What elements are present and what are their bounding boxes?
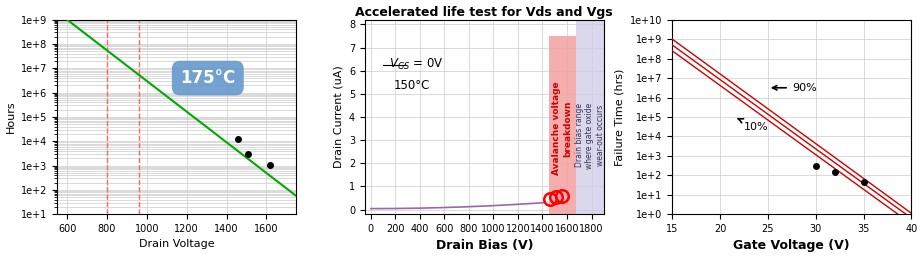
Title: Accelerated life test for Vds and Vgs: Accelerated life test for Vds and Vgs <box>355 6 613 19</box>
X-axis label: Gate Voltage (V): Gate Voltage (V) <box>734 239 850 252</box>
Bar <box>548 36 576 214</box>
Text: 10%: 10% <box>738 119 769 132</box>
Y-axis label: Failure Time (hrs): Failure Time (hrs) <box>615 68 625 166</box>
X-axis label: Drain Bias (V): Drain Bias (V) <box>436 239 533 252</box>
Text: 90%: 90% <box>773 83 817 93</box>
Text: 150°C: 150°C <box>394 79 430 92</box>
Text: 175°C: 175°C <box>180 69 235 87</box>
Bar <box>576 20 604 214</box>
X-axis label: Drain Voltage: Drain Voltage <box>139 239 214 249</box>
Text: Drain bias range
where gate oxide
wear-out occurs: Drain bias range where gate oxide wear-o… <box>575 102 605 168</box>
Text: Avalanche voltage
breakdown: Avalanche voltage breakdown <box>552 82 572 175</box>
Y-axis label: Hours: Hours <box>6 101 16 133</box>
Text: $V_{GS}$ = 0V: $V_{GS}$ = 0V <box>390 57 444 72</box>
Y-axis label: Drain Current (uA): Drain Current (uA) <box>333 66 343 168</box>
